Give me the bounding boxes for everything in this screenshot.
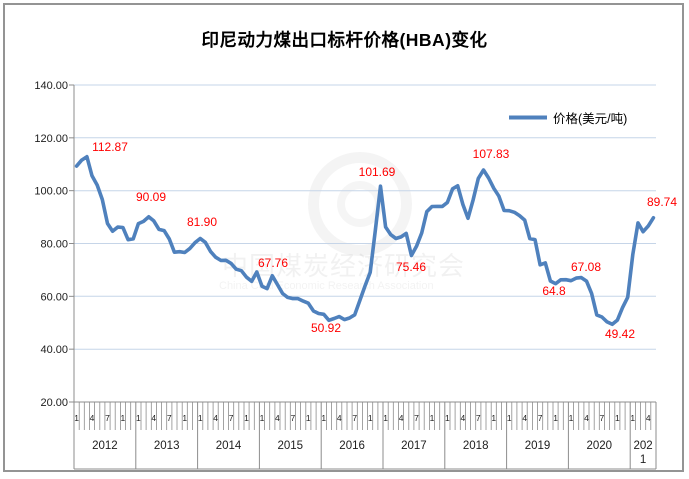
month-tick-label: 7 [414, 413, 419, 423]
month-tick-label: 1 [244, 413, 249, 423]
month-tick-label: 4 [399, 413, 404, 423]
data-label: 90.09 [136, 190, 166, 204]
month-tick-label: 7 [167, 413, 172, 423]
y-axis-tick-label: 140.00 [34, 80, 68, 92]
month-tick-label: 1 [630, 413, 635, 423]
month-tick-label: 1 [260, 413, 265, 423]
month-tick-label: 1 [306, 413, 311, 423]
y-axis-tick-label: 40.00 [40, 344, 68, 356]
data-label: 81.90 [187, 215, 217, 229]
data-label: 112.87 [92, 140, 128, 154]
legend-swatch [509, 115, 547, 119]
month-tick-label: 1 [615, 413, 620, 423]
month-tick-label: 1 [136, 413, 141, 423]
year-label: 2014 [216, 440, 242, 452]
month-tick-label: 1 [121, 413, 126, 423]
month-tick-label: 7 [352, 413, 357, 423]
month-tick-label: 4 [90, 413, 95, 423]
month-tick-label: 4 [646, 413, 651, 423]
year-label: 2017 [401, 440, 427, 452]
data-label: 75.46 [396, 260, 426, 274]
month-tick-label: 1 [368, 413, 373, 423]
data-label: 49.42 [605, 327, 635, 341]
data-label: 67.08 [571, 260, 601, 274]
month-tick-label: 7 [476, 413, 481, 423]
month-tick-label: 1 [198, 413, 203, 423]
month-tick-label: 4 [461, 413, 466, 423]
y-axis-tick-label: 80.00 [40, 239, 68, 251]
month-tick-label: 7 [105, 413, 110, 423]
month-tick-label: 1 [569, 413, 574, 423]
price-line-series [74, 154, 656, 327]
data-label: 107.83 [473, 147, 510, 161]
month-tick-label: 1 [491, 413, 496, 423]
month-tick-label: 1 [553, 413, 558, 423]
month-tick-label: 7 [538, 413, 543, 423]
y-axis-tick-label: 100.00 [34, 186, 68, 198]
year-label: 2019 [525, 440, 551, 452]
month-tick-label: 4 [213, 413, 218, 423]
year-label: 2013 [154, 440, 180, 452]
year-label: 1 [640, 454, 646, 466]
month-tick-label: 4 [522, 413, 527, 423]
month-tick-label: 1 [445, 413, 450, 423]
month-tick-label: 1 [507, 413, 512, 423]
month-tick-label: 1 [182, 413, 187, 423]
month-tick-label: 4 [275, 413, 280, 423]
year-label: 2012 [92, 440, 118, 452]
month-tick-label: 4 [151, 413, 156, 423]
data-label: 89.74 [647, 195, 677, 209]
month-tick-label: 4 [584, 413, 589, 423]
year-label: 2020 [587, 440, 613, 452]
data-label: 101.69 [359, 165, 396, 179]
month-tick-label: 7 [291, 413, 296, 423]
data-label: 64.8 [542, 284, 566, 298]
y-axis-tick-label: 120.00 [34, 133, 68, 145]
year-label: 2018 [463, 440, 489, 452]
data-label: 50.92 [311, 321, 341, 335]
y-axis-tick-label: 60.00 [40, 291, 68, 303]
year-label: 2015 [278, 440, 304, 452]
y-axis-tick-label: 20.00 [40, 397, 68, 409]
month-tick-label: 7 [600, 413, 605, 423]
legend-label: 价格(美元/吨) [553, 111, 628, 126]
month-tick-label: 1 [74, 413, 79, 423]
year-label: 2016 [339, 440, 365, 452]
month-tick-label: 1 [321, 413, 326, 423]
month-tick-label: 1 [383, 413, 388, 423]
data-labels: 112.87 90.09 81.90 67.76 50.92 101.69 75.46 107… [92, 140, 677, 341]
chart-border-frame [3, 3, 684, 472]
month-tick-label: 4 [337, 413, 342, 423]
legend: 价格(美元/吨) [508, 106, 627, 128]
month-tick-label: 7 [229, 413, 234, 423]
chart-title: 印尼动力煤出口标杆价格(HBA)变化 [201, 30, 488, 50]
data-label: 67.76 [258, 256, 288, 270]
year-label: 202 [634, 440, 653, 452]
y-axis: 140.00 120.00 100.00 80.00 60.00 40.00 20.00 [34, 80, 74, 409]
month-tick-label: 1 [430, 413, 435, 423]
